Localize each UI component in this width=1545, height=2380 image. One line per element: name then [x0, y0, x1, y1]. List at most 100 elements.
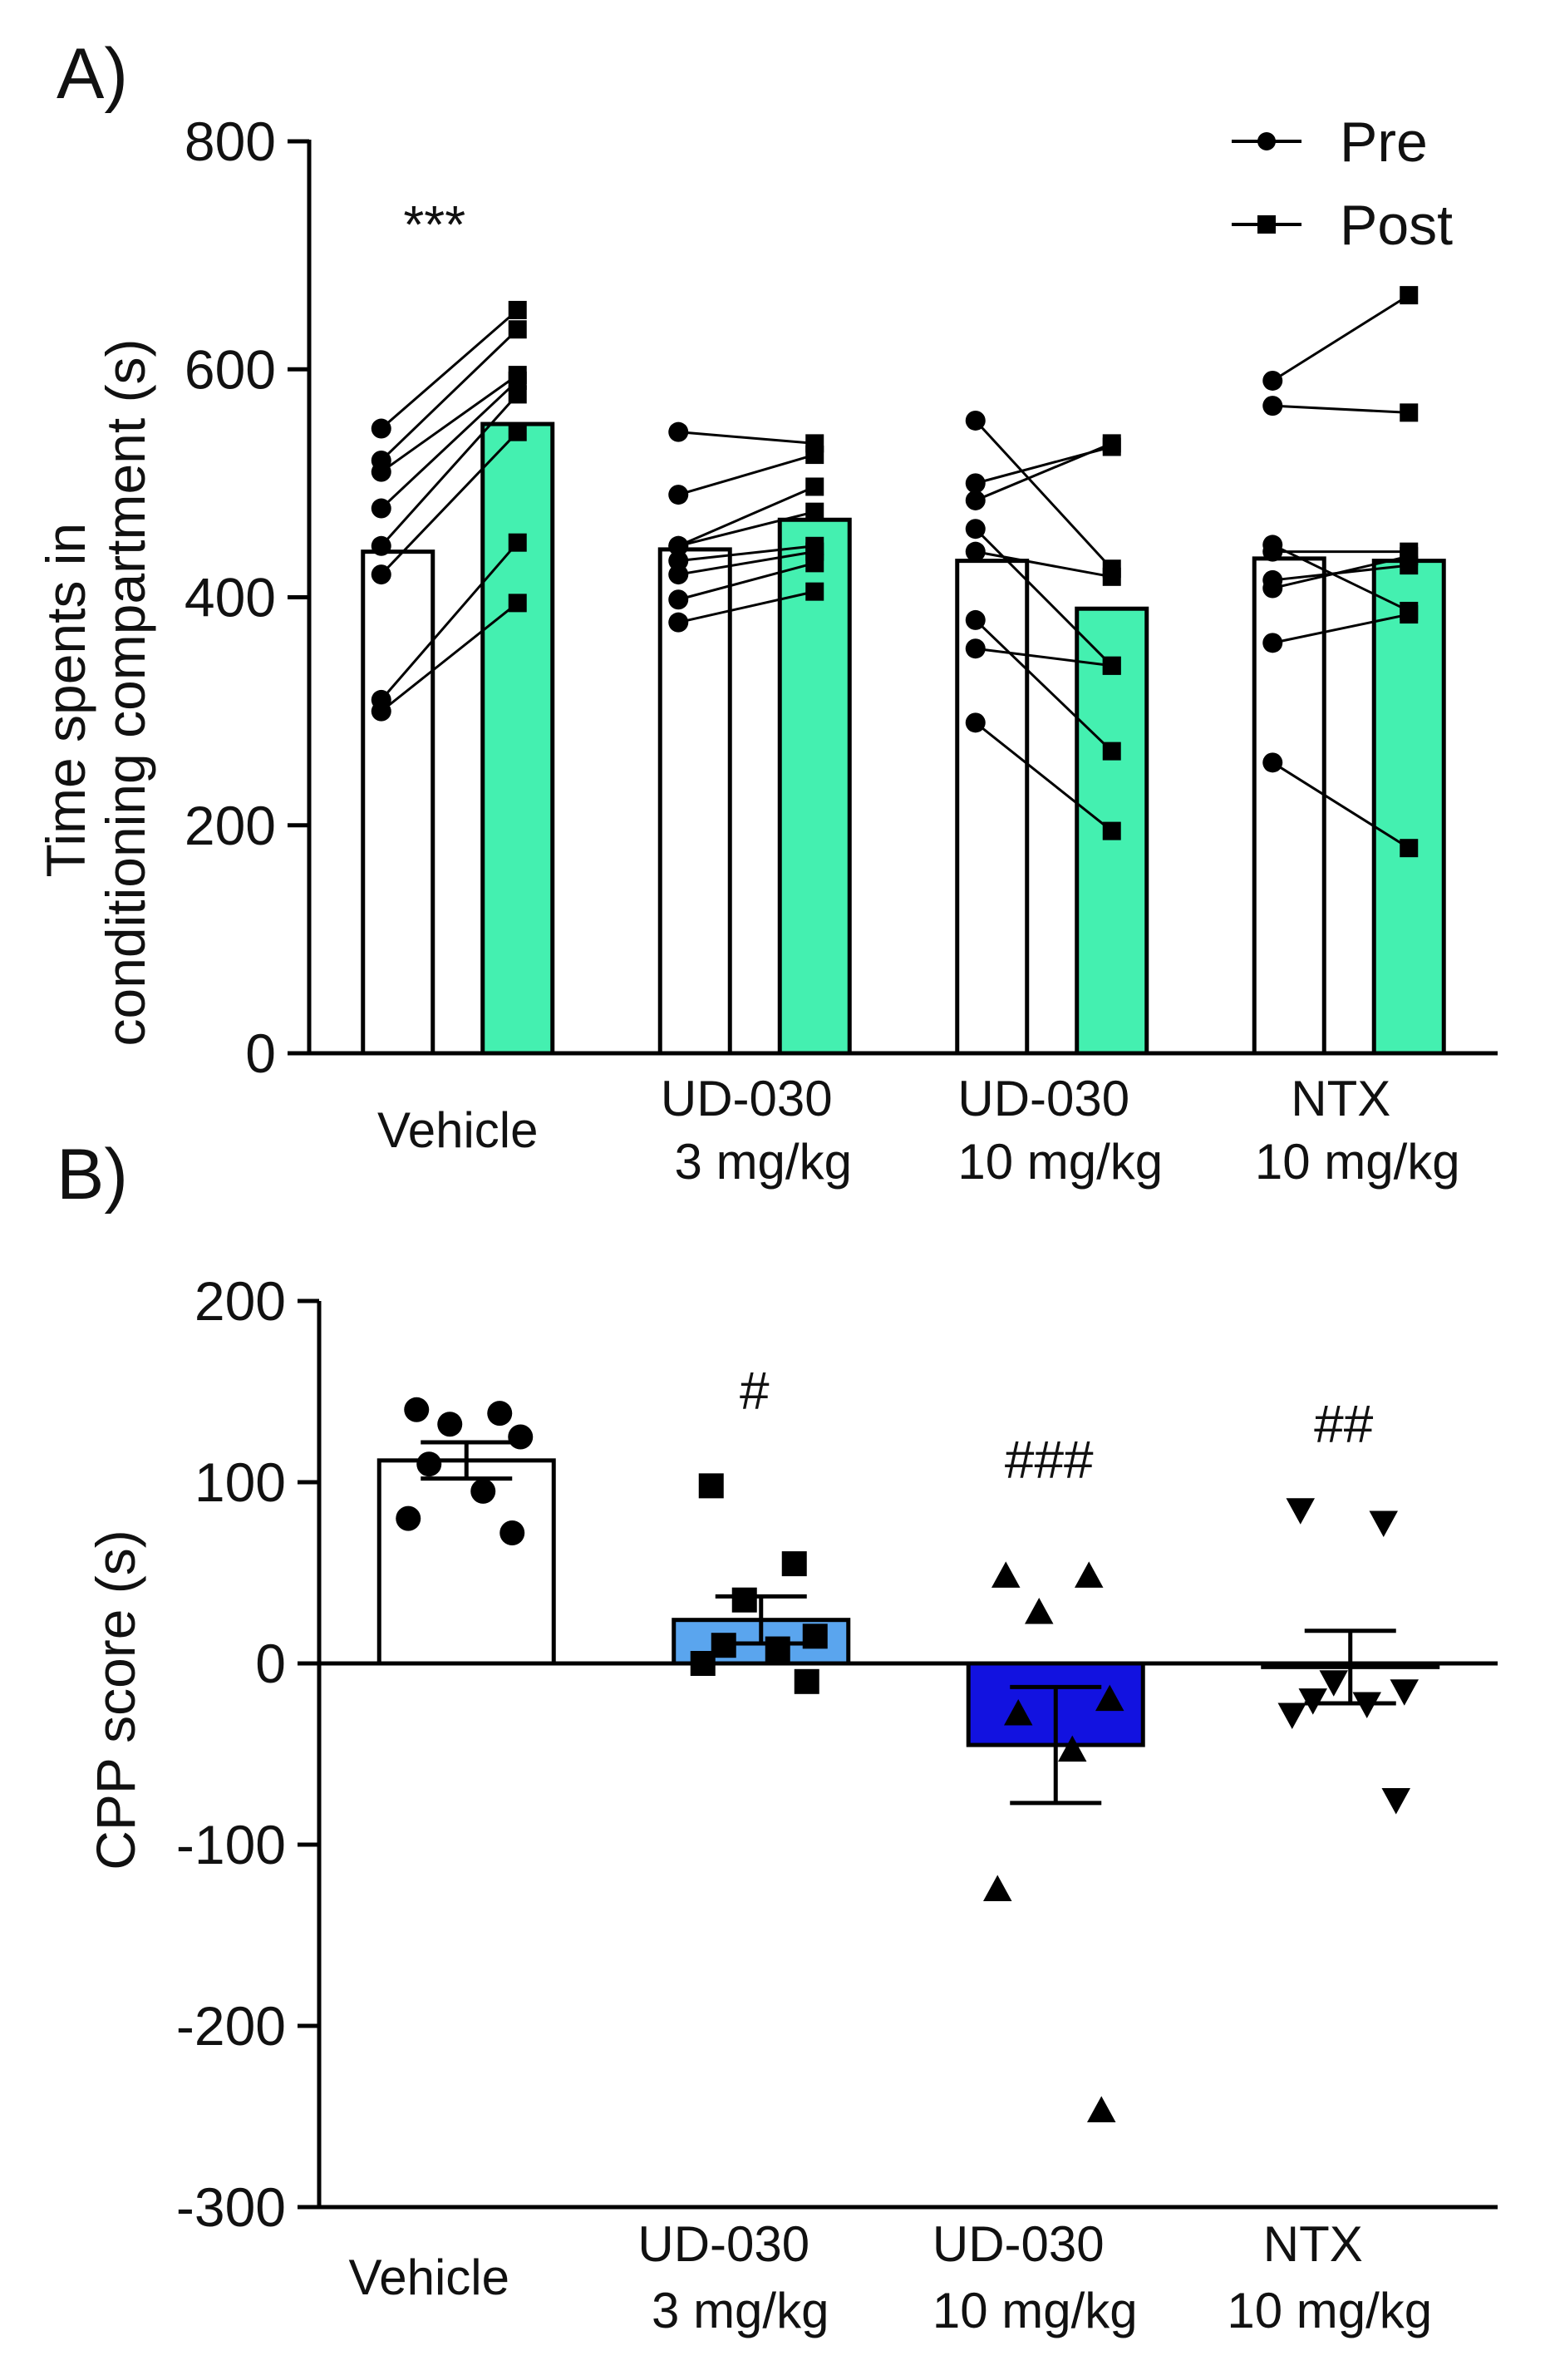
panel-b-ytick-label: 100 [194, 1451, 286, 1513]
panel-b-data-point [396, 1505, 421, 1531]
panel-a-pre-point [668, 421, 689, 442]
panel-a-pair-line [677, 590, 815, 624]
panel-b-chart: -300 -200 -100 0 100 200 Vehicle UD-030 3 mg/kg U… [176, 1270, 1498, 2338]
panel-b-ytick-label: -300 [176, 2176, 286, 2238]
panel-b-category-label: UD-030 [637, 2216, 809, 2272]
panel-a-pair-line [380, 328, 519, 462]
panel-a-pair-line [678, 544, 815, 563]
panel-a-pair-line [380, 379, 519, 510]
panel-a-pre-point [1262, 578, 1283, 599]
panel-b-bar [376, 1458, 556, 1666]
panel-a-pair-line [380, 602, 519, 712]
panel-a-pre-point [371, 701, 391, 722]
legend-marker-square [1257, 215, 1276, 234]
panel-b-data-point [1087, 2096, 1116, 2122]
panel-b-ytick-label: -200 [176, 1995, 286, 2057]
panel-a-ytick-label: 800 [185, 111, 276, 172]
panel-a-pre-point [668, 550, 689, 571]
panel-a-bar-post [480, 421, 555, 1056]
panel-a-pair-line [678, 431, 815, 445]
panel-a-pre-point [371, 461, 391, 482]
panel-a-post-point [508, 385, 527, 404]
panel-a-post-point [1102, 656, 1121, 675]
panel-a-pre-point [965, 410, 986, 431]
panel-a-pre-point [668, 564, 689, 585]
panel-a-category-label: UD-030 [957, 1071, 1129, 1126]
panel-a-pre-point [1262, 752, 1283, 773]
panel-b-ytick-label: -100 [176, 1814, 286, 1875]
panel-a-pair-line [1272, 761, 1410, 850]
panel-b-data-point [1004, 1699, 1033, 1726]
panel-b-data-point [1095, 1684, 1124, 1712]
panel-a-pair-line [1272, 293, 1410, 382]
panel-b-category-label: 10 mg/kg [1227, 2283, 1432, 2338]
panel-b-category-label: 10 mg/kg [932, 2283, 1138, 2338]
panel-a-pre-point [965, 473, 986, 494]
panel-a-pre-point [965, 541, 986, 562]
panel-b-category-label: NTX [1263, 2216, 1363, 2272]
panel-b-significance: ## [1314, 1394, 1374, 1454]
panel-b-data-point [698, 1473, 724, 1499]
panel-a-ylabel-line1: Time spents in [35, 523, 96, 878]
panel-a-category-label: NTX [1291, 1071, 1390, 1126]
panel-b-data-point [1369, 1510, 1398, 1537]
panel-b-data-point [416, 1451, 442, 1477]
panel-a-bar-post [1371, 559, 1446, 1056]
panel-a-post-point [1400, 839, 1419, 858]
panel-a-post-point [1102, 567, 1121, 586]
panel-a-post-point [508, 320, 527, 339]
panel-a-pre-point [965, 490, 986, 510]
panel-b-significance: ### [1005, 1430, 1094, 1490]
panel-a-pre-point [965, 609, 986, 630]
panel-a-post-point [508, 300, 527, 319]
panel-a-pair-line [974, 528, 1113, 667]
panel-b-data-point [508, 1424, 534, 1450]
panel-a-post-point [805, 582, 824, 601]
panel-b-data-point [1025, 1597, 1054, 1624]
panel-b-data-point [1381, 1788, 1410, 1815]
panel-a-pair-line [677, 561, 815, 601]
panel-a-post-point [805, 554, 824, 573]
panel-a-pre-point [668, 612, 689, 633]
panel-a-label: A) [57, 34, 128, 114]
panel-b-data-point [1390, 1679, 1419, 1706]
panel-a-post-point [508, 533, 527, 552]
panel-b-category-label: UD-030 [932, 2216, 1105, 2272]
panel-a-ylabel: Time spents in conditioning compartment … [35, 338, 156, 1046]
panel-a-pre-point [371, 498, 391, 519]
panel-a-post-point [1400, 286, 1419, 305]
panel-b-significance: # [740, 1361, 770, 1421]
panel-a-pre-point [965, 519, 986, 540]
panel-b-data-point [1286, 1498, 1315, 1525]
panel-a-pre-point [668, 535, 689, 556]
panel-a-bar-pre [1252, 556, 1326, 1056]
panel-b-label: B) [57, 1135, 128, 1215]
panel-a-chart: 0 200 400 600 800 Vehicle UD-030 3 mg/kg UD-030 1… [185, 111, 1498, 1190]
panel-a-pair-line [678, 550, 815, 576]
panel-b-category-label: 3 mg/kg [652, 2283, 829, 2338]
panel-a-pair-line [380, 431, 519, 576]
panel-a-category-label: 10 mg/kg [957, 1134, 1163, 1190]
panel-a-pair-line [975, 550, 1113, 579]
panel-a-category-label: Vehicle [377, 1102, 538, 1158]
panel-b-data-point [1075, 1561, 1104, 1588]
panel-a-pair-line [1272, 404, 1410, 414]
panel-b-ytick-label: 0 [255, 1633, 286, 1694]
panel-a-post-point [805, 446, 824, 465]
panel-b-data-point [731, 1587, 757, 1613]
panel-a-post-point [508, 422, 527, 441]
panel-a-category-label: UD-030 [661, 1071, 833, 1126]
panel-a-pair-line [380, 308, 519, 430]
panel-a-post-point [508, 594, 527, 613]
panel-a-pre-point [1262, 633, 1283, 653]
panel-b-data-point [404, 1397, 430, 1422]
panel-a-pair-line [975, 441, 1113, 502]
panel-b-data-point [1277, 1702, 1306, 1730]
panel-a-ytick-label: 200 [185, 795, 276, 856]
panel-a-pair-line [974, 419, 1113, 570]
panel-a-pre-point [965, 712, 986, 733]
legend-label: Post [1340, 194, 1453, 257]
panel-a-pair-line [380, 373, 519, 473]
legend-label: Pre [1340, 111, 1428, 174]
